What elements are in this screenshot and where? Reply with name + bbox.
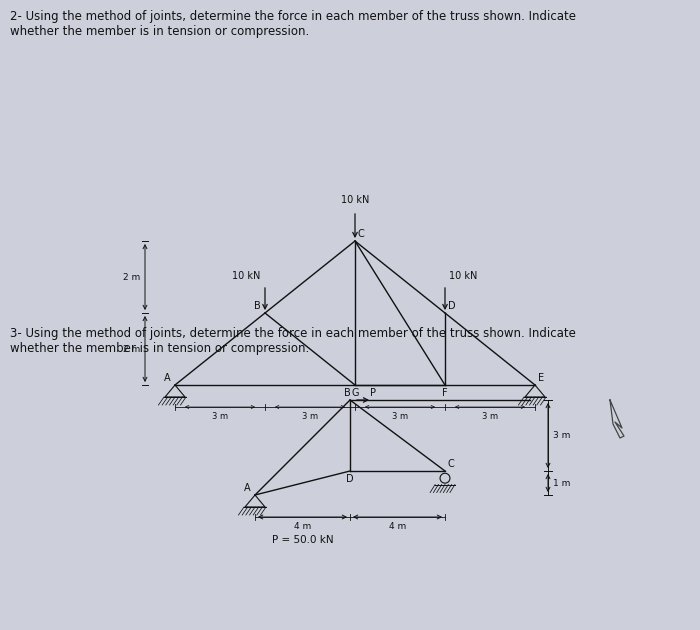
Text: 10 kN: 10 kN (232, 271, 260, 281)
Text: 2 m: 2 m (122, 345, 140, 353)
Text: 3 m: 3 m (212, 412, 228, 421)
Text: D: D (346, 474, 354, 484)
Text: 3 m: 3 m (302, 412, 318, 421)
Text: A: A (244, 483, 251, 493)
Text: 2 m: 2 m (122, 273, 140, 282)
Text: B: B (344, 388, 351, 398)
Text: 2- Using the method of joints, determine the force in each member of the truss s: 2- Using the method of joints, determine… (10, 10, 576, 38)
Text: 3 m: 3 m (482, 412, 498, 421)
Text: P = 50.0 kN: P = 50.0 kN (272, 535, 333, 545)
Text: 3 m: 3 m (392, 412, 408, 421)
Text: G: G (351, 388, 358, 398)
Text: C: C (358, 229, 365, 239)
Text: F: F (442, 388, 448, 398)
Text: 10 kN: 10 kN (449, 271, 477, 281)
Text: 1 m: 1 m (553, 479, 570, 488)
Text: B: B (254, 301, 261, 311)
Text: 10 kN: 10 kN (341, 195, 369, 205)
Text: E: E (538, 373, 544, 383)
Text: P: P (370, 388, 376, 398)
Text: 3- Using the method of joints, determine the force in each member of the truss s: 3- Using the method of joints, determine… (10, 327, 576, 355)
Text: 4 m: 4 m (294, 522, 311, 531)
Text: A: A (164, 373, 171, 383)
Text: C: C (448, 459, 455, 469)
Text: 3 m: 3 m (553, 431, 570, 440)
Text: D: D (448, 301, 456, 311)
Text: 4 m: 4 m (389, 522, 406, 531)
